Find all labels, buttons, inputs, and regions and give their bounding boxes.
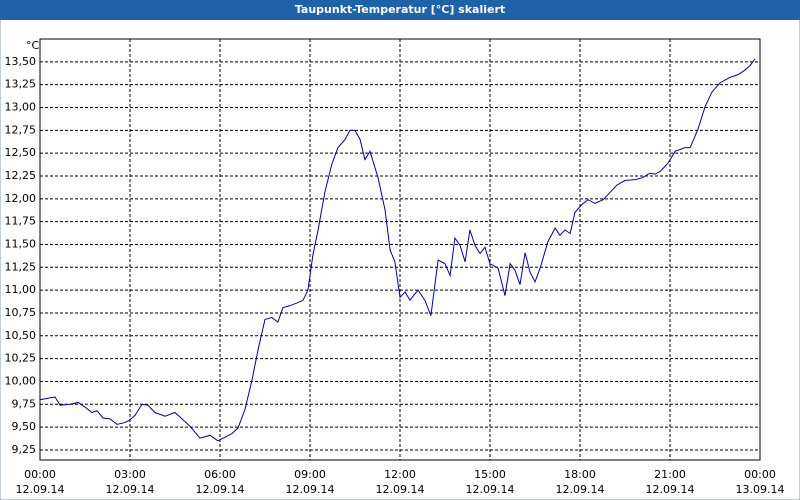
x-tick-date: 12.09.14 <box>646 483 695 496</box>
y-tick-label: 12,00 <box>5 192 37 205</box>
y-tick-label: 9,25 <box>12 443 37 456</box>
x-tick-date: 12.09.14 <box>196 483 245 496</box>
x-tick-label: 21:00 <box>654 468 686 481</box>
x-tick-date: 12.09.14 <box>106 483 155 496</box>
chart-title: Taupunkt-Temperatur [°C] skaliert <box>295 3 505 16</box>
x-tick-label: 00:00 <box>24 468 56 481</box>
x-tick-label: 03:00 <box>114 468 146 481</box>
x-tick-label: 06:00 <box>204 468 236 481</box>
y-tick-label: 11,00 <box>5 283 37 296</box>
y-tick-label: 9,75 <box>12 397 37 410</box>
x-tick-label: 12:00 <box>384 468 416 481</box>
y-tick-label: 10,75 <box>5 306 37 319</box>
y-tick-label: 13,00 <box>5 100 37 113</box>
x-tick-date: 12.09.14 <box>466 483 515 496</box>
x-tick-date: 12.09.14 <box>286 483 335 496</box>
x-tick-date: 13.09.14 <box>736 483 785 496</box>
y-tick-label: 11,50 <box>5 237 37 250</box>
y-tick-label: 10,25 <box>5 352 37 365</box>
y-tick-label: 11,25 <box>5 260 37 273</box>
y-tick-label: 9,50 <box>12 420 37 433</box>
x-tick-date: 12.09.14 <box>556 483 605 496</box>
y-tick-label: 12,50 <box>5 146 37 159</box>
y-tick-label: 12,75 <box>5 123 37 136</box>
y-tick-label: 13,50 <box>5 55 37 68</box>
x-tick-label: 15:00 <box>474 468 506 481</box>
plot-frame <box>39 38 761 461</box>
y-tick-label: 10,50 <box>5 329 37 342</box>
x-tick-label: 00:00 <box>744 468 776 481</box>
y-tick-label: 11,75 <box>5 215 37 228</box>
y-tick-label: 13,25 <box>5 78 37 91</box>
data-line <box>39 58 756 442</box>
x-tick-date: 12.09.14 <box>376 483 425 496</box>
x-tick-label: 18:00 <box>564 468 596 481</box>
y-unit: °C <box>26 39 40 52</box>
title-bar <box>0 0 800 20</box>
x-tick-date: 12.09.14 <box>16 483 65 496</box>
y-tick-label: 12,25 <box>5 169 37 182</box>
x-tick-label: 09:00 <box>294 468 326 481</box>
y-tick-label: 10,00 <box>5 374 37 387</box>
